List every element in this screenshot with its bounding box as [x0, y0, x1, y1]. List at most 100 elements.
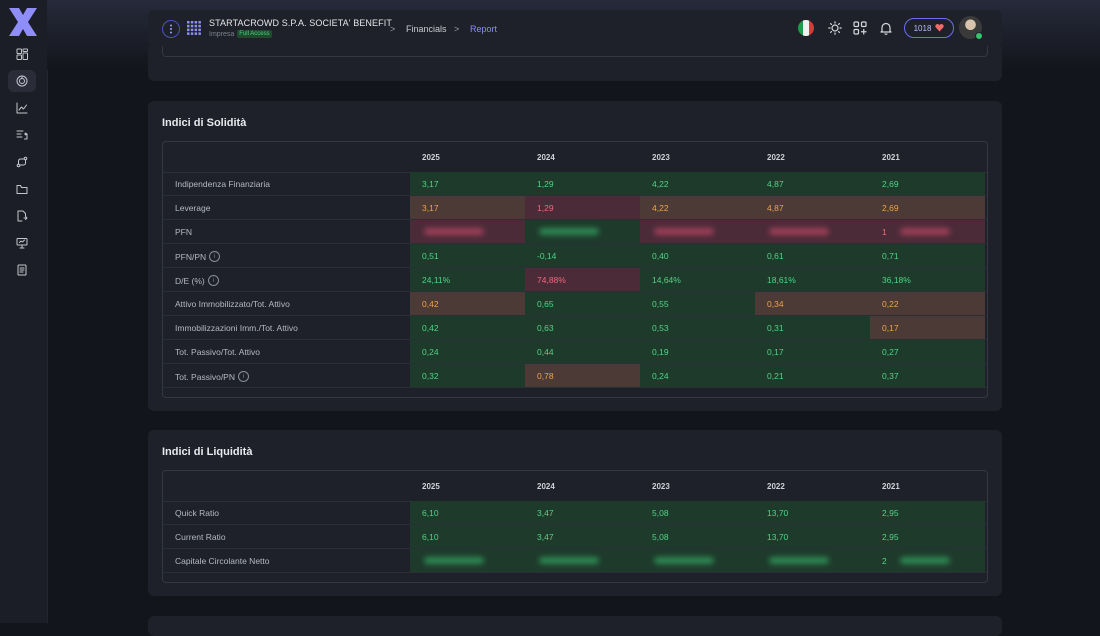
table-row: D/E (%) i 24,11% 74,88% 14,64% 18,61% 36,18% — [163, 268, 987, 292]
breadcrumb-report[interactable]: Report — [470, 24, 498, 34]
column-header-2022: 2022 — [767, 153, 785, 162]
solidita-panel: Indici di Solidità 2025 2024 2023 2022 2021 I… — [148, 101, 1002, 411]
table-cell: 0,17 — [870, 316, 985, 339]
cell-value: 13,70 — [767, 532, 789, 542]
cell-value: 0,31 — [767, 323, 784, 333]
table-row: Indipendenza Finanziaria 3,17 1,29 4,22 4,87… — [163, 172, 987, 196]
row-label-text: Immobilizzazioni Imm./Tot. Attivo — [175, 323, 298, 333]
table-cell: 2,95 — [870, 525, 985, 548]
table-cell: 0,53 — [640, 316, 755, 339]
table-cell: 4,87 — [755, 172, 870, 195]
table-cell: 0,63 — [525, 316, 640, 339]
sidebar-item-chart-line[interactable] — [8, 97, 36, 119]
table-cell — [525, 220, 640, 243]
sun-icon[interactable] — [828, 21, 842, 35]
sidebar-item-target[interactable] — [8, 70, 36, 92]
apps-add-icon[interactable] — [853, 21, 867, 35]
section-title: Indici di Solidità — [162, 117, 247, 129]
folder-icon — [16, 185, 28, 194]
menu-button[interactable] — [162, 20, 180, 38]
cell-value: 0,24 — [652, 371, 669, 381]
row-label-text: Attivo Immobilizzato/Tot. Attivo — [175, 299, 290, 309]
column-header-2023: 2023 — [652, 153, 670, 162]
table-cell: 2 — [870, 549, 985, 572]
table-cell — [525, 549, 640, 572]
blurred-value — [424, 557, 484, 564]
blurred-value — [900, 557, 950, 564]
sidebar-item-dashboard[interactable] — [8, 43, 36, 65]
sidebar-item-folder[interactable] — [8, 178, 36, 200]
table-cell: 6,10 — [410, 501, 525, 524]
table-header: 2025 2024 2023 2022 2021 — [163, 471, 987, 502]
bell-icon[interactable] — [879, 21, 893, 35]
table-cell: 4,22 — [640, 196, 755, 219]
liquidita-panel: Indici di Liquidità 2025 2024 2023 2022 2021… — [148, 430, 1002, 596]
cell-value: 74,88% — [537, 275, 566, 285]
app-logo[interactable] — [6, 6, 40, 38]
row-label-text: Quick Ratio — [175, 508, 219, 518]
credits-button[interactable]: 1018 — [904, 18, 954, 38]
table-cell: 0,61 — [755, 244, 870, 267]
cell-value: 3,47 — [537, 532, 554, 542]
sidebar-item-route[interactable] — [8, 151, 36, 173]
table-cell: 0,31 — [755, 316, 870, 339]
cell-value: 2,95 — [882, 532, 899, 542]
blurred-value — [539, 228, 599, 235]
table-row: PFN/PN i 0,51 -0,14 0,40 0,61 0,71 — [163, 244, 987, 268]
chart-line-icon — [16, 102, 28, 114]
table-cell — [755, 549, 870, 572]
breadcrumb-financials[interactable]: Financials — [406, 24, 447, 34]
table-cell: 13,70 — [755, 501, 870, 524]
breadcrumb-separator: > — [390, 24, 396, 34]
cell-value: 1,29 — [537, 203, 554, 213]
cell-value: 13,70 — [767, 508, 789, 518]
column-header-2022: 2022 — [767, 482, 785, 491]
row-label-text: Current Ratio — [175, 532, 226, 542]
sidebar-item-presentation[interactable] — [8, 232, 36, 254]
column-header-2025: 2025 — [422, 482, 440, 491]
table-row: Capitale Circolante Netto 2 — [163, 549, 987, 573]
table-cell — [640, 220, 755, 243]
cell-value: 0,17 — [882, 323, 899, 333]
table-row: Quick Ratio 6,10 3,47 5,08 13,70 2,95 — [163, 501, 987, 525]
row-label-text: Indipendenza Finanziaria — [175, 179, 270, 189]
next-section-panel — [148, 616, 1002, 636]
solidita-table: 2025 2024 2023 2022 2021 Indipendenza Finanzi… — [162, 141, 988, 398]
previous-section-panel — [148, 46, 1002, 81]
cell-value: 0,32 — [422, 371, 439, 381]
company-grid-icon — [187, 21, 201, 35]
row-label: Indipendenza Finanziaria — [175, 179, 270, 189]
cell-value: 4,87 — [767, 179, 784, 189]
cell-value: 14,64% — [652, 275, 681, 285]
column-header-2024: 2024 — [537, 482, 555, 491]
route-icon — [16, 156, 28, 168]
sidebar-item-list-flow[interactable] — [8, 124, 36, 146]
row-label: D/E (%) i — [175, 275, 219, 286]
cell-value: 1,29 — [537, 179, 554, 189]
table-cell: -0,14 — [525, 244, 640, 267]
cell-value: 6,10 — [422, 508, 439, 518]
table-cell: 0,44 — [525, 340, 640, 363]
table-cell: 3,47 — [525, 525, 640, 548]
table-cell: 6,10 — [410, 525, 525, 548]
info-icon[interactable]: i — [209, 251, 221, 262]
table-row: PFN 1 — [163, 220, 987, 244]
top-header: STARTACROWD S.P.A. SOCIETA' BENEFIT Impr… — [148, 10, 1002, 46]
table-row: Current Ratio 6,10 3,47 5,08 13,70 2,95 — [163, 525, 987, 549]
table-cell: 0,65 — [525, 292, 640, 315]
dashboard-icon — [16, 48, 28, 60]
user-avatar[interactable] — [959, 16, 983, 40]
row-label: Tot. Passivo/PN i — [175, 371, 249, 382]
table-cell: 1 — [870, 220, 985, 243]
more-vertical-icon — [170, 24, 172, 34]
italy-flag-icon[interactable] — [798, 20, 814, 36]
sidebar-item-document-share[interactable] — [8, 205, 36, 227]
row-label: Current Ratio — [175, 532, 226, 542]
sidebar-item-report-list[interactable] — [8, 259, 36, 281]
cell-value: 2,95 — [882, 508, 899, 518]
info-icon[interactable]: i — [238, 371, 249, 382]
row-label: Leverage — [175, 203, 210, 213]
info-icon[interactable]: i — [207, 275, 219, 286]
table-cell: 0,51 — [410, 244, 525, 267]
table-cell: 1,29 — [525, 196, 640, 219]
